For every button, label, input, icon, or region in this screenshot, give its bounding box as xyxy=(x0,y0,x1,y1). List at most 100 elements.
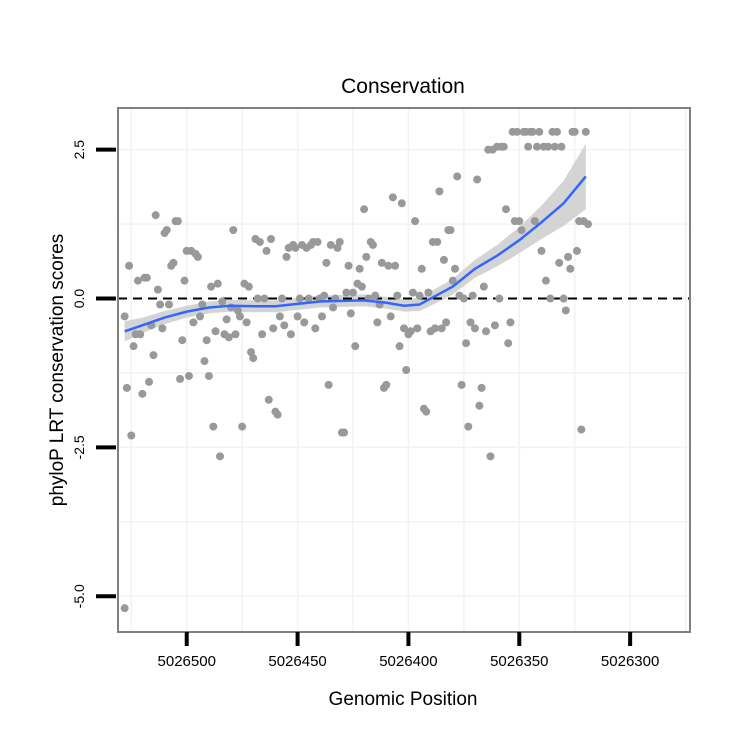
scatter-point xyxy=(282,252,291,261)
scatter-point xyxy=(406,327,415,336)
scatter-point xyxy=(224,333,233,342)
scatter-point xyxy=(184,371,193,380)
scatter-point xyxy=(153,285,162,294)
scatter-point xyxy=(253,294,262,303)
scatter-point xyxy=(122,383,131,392)
scatter-point xyxy=(189,318,198,327)
x-tick-label: 5026300 xyxy=(601,653,659,670)
scatter-point xyxy=(559,294,568,303)
scatter-point xyxy=(435,187,444,196)
scatter-point xyxy=(156,300,165,309)
scatter-point xyxy=(269,324,278,333)
x-axis: 5026500 5026450 5026400 5026350 5026300 xyxy=(158,632,659,670)
y-tick-label: 0.0 xyxy=(71,289,87,309)
scatter-point xyxy=(326,240,335,249)
scatter-point xyxy=(466,318,475,327)
scatter-point xyxy=(555,258,564,267)
confidence-ribbon-layer xyxy=(124,143,586,342)
scatter-point xyxy=(158,324,167,333)
scatter-point xyxy=(162,226,171,235)
y-axis-label: phyloP LRT conservation scores xyxy=(47,234,68,507)
scatter-point xyxy=(329,303,338,312)
y-axis: 2.5 0.0 -2.5 -5.0 xyxy=(71,140,116,608)
scatter-point xyxy=(584,220,593,229)
scatter-point xyxy=(120,312,129,321)
scatter-point xyxy=(384,261,393,270)
scatter-point xyxy=(368,240,377,249)
scatter-point xyxy=(202,336,211,345)
scatter-point xyxy=(475,401,484,410)
scatter-point xyxy=(373,318,382,327)
scatter-point xyxy=(468,291,477,300)
scatter-point xyxy=(448,276,457,285)
scatter-point xyxy=(304,294,313,303)
scatter-point xyxy=(242,318,251,327)
scatter-point xyxy=(537,246,546,255)
scatter-point xyxy=(129,342,138,351)
scatter-point xyxy=(235,312,244,321)
scatter-point xyxy=(450,264,459,273)
scatter-point xyxy=(552,127,561,136)
scatter-point xyxy=(431,324,440,333)
scatter-point xyxy=(136,330,145,339)
scatter-point xyxy=(395,342,404,351)
scatter-point xyxy=(550,142,559,151)
scatter-point xyxy=(570,127,579,136)
scatter-point xyxy=(145,377,154,386)
scatter-point xyxy=(581,127,590,136)
scatter-point xyxy=(541,276,550,285)
confidence-ribbon xyxy=(124,143,586,342)
scatter-point xyxy=(459,294,468,303)
scatter-point xyxy=(238,422,247,431)
scatter-point xyxy=(255,237,264,246)
scatter-point xyxy=(362,252,371,261)
x-tick-label: 5026450 xyxy=(268,653,326,670)
scatter-point xyxy=(200,357,209,366)
smooth-curve-layer xyxy=(124,175,587,333)
scatter-point xyxy=(222,315,231,324)
scatter-point xyxy=(482,327,491,336)
scatter-point xyxy=(293,312,302,321)
scatter-point xyxy=(244,282,253,291)
scatter-point xyxy=(335,237,344,246)
scatter-point xyxy=(295,294,304,303)
scatter-point xyxy=(422,407,431,416)
scatter-point xyxy=(453,172,462,181)
scatter-point xyxy=(266,235,275,243)
scatter-point xyxy=(180,276,189,285)
scatter-point xyxy=(349,288,358,297)
scatter-point xyxy=(433,237,442,246)
scatter-point xyxy=(278,294,287,303)
scatter-point xyxy=(462,339,471,348)
scatter-point xyxy=(564,252,573,261)
x-axis-label: Genomic Position xyxy=(329,689,478,710)
scatter-point xyxy=(342,288,351,297)
scatter-point xyxy=(535,127,544,136)
scatter-point xyxy=(513,127,522,136)
scatter-point xyxy=(198,300,207,309)
scatter-point xyxy=(207,282,216,291)
scatter-point xyxy=(311,324,320,333)
scatter-point xyxy=(351,342,360,351)
scatter-point xyxy=(215,452,224,461)
scatter-point xyxy=(439,255,448,264)
scatter-point xyxy=(561,306,570,315)
scatter-point xyxy=(524,142,533,151)
scatter-point xyxy=(275,312,284,321)
scatter-point xyxy=(291,243,300,252)
scatter-point xyxy=(300,318,309,327)
scatter-point xyxy=(566,264,575,273)
scatter-point xyxy=(515,217,524,226)
scatter-point xyxy=(149,351,158,360)
scatter-point xyxy=(528,127,537,136)
scatter-point xyxy=(408,288,417,297)
scatter-point xyxy=(530,217,539,226)
scatter-point xyxy=(320,291,329,300)
scatter-point xyxy=(322,258,331,267)
scatter-point xyxy=(264,395,273,404)
scatter-point xyxy=(313,237,322,246)
scatter-point xyxy=(442,318,451,327)
scatter-point xyxy=(504,339,513,348)
scatter-point xyxy=(133,276,142,285)
